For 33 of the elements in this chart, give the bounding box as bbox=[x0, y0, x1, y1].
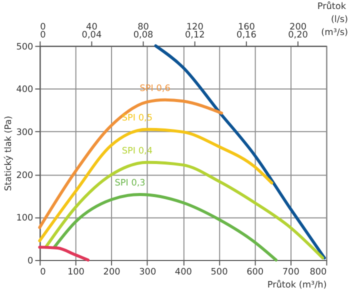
x-tick-label: 700 bbox=[282, 267, 300, 278]
text: 0,16 bbox=[236, 30, 257, 40]
x-tick-label: 400 bbox=[174, 267, 192, 278]
text: 0,04 bbox=[82, 30, 102, 40]
y-tick-label: 100 bbox=[16, 214, 34, 224]
line-series bbox=[38, 98, 224, 229]
text: (m³/s) bbox=[321, 28, 348, 38]
y-tick-label: 200 bbox=[16, 170, 34, 181]
x-axis-title: Průtok (m³/h) bbox=[267, 279, 327, 290]
text: 0,12 bbox=[184, 30, 205, 40]
line-series bbox=[44, 160, 324, 260]
y-tick-label: 400 bbox=[16, 85, 34, 96]
text: Průtok bbox=[317, 1, 347, 12]
line-series bbox=[38, 128, 274, 242]
x-tick-label: 100 bbox=[67, 267, 85, 278]
x-tick-label: 800 bbox=[310, 267, 328, 278]
x-tick-label: 300 bbox=[139, 267, 156, 278]
text: 0,20 bbox=[288, 30, 308, 40]
series-label: SPI 0,5 bbox=[122, 113, 153, 124]
y-tick-label: 300 bbox=[16, 128, 34, 138]
y-axis-title: Statický tlak (Pa) bbox=[3, 116, 14, 192]
series-label: SPI 0,3 bbox=[114, 178, 146, 189]
y-tick-label: 500 bbox=[16, 42, 34, 52]
x-tick-label: 0 bbox=[40, 267, 46, 278]
line-series bbox=[52, 193, 278, 262]
text: 0,08 bbox=[133, 30, 154, 40]
x-tick-label: 500 bbox=[210, 267, 228, 278]
line-series bbox=[38, 246, 90, 262]
text: 0 bbox=[40, 30, 46, 40]
y-tick-label: 0 bbox=[28, 256, 34, 266]
x-tick-label: 600 bbox=[246, 267, 264, 278]
x-tick-label: 200 bbox=[103, 267, 121, 278]
text: (l/s) bbox=[330, 15, 348, 26]
